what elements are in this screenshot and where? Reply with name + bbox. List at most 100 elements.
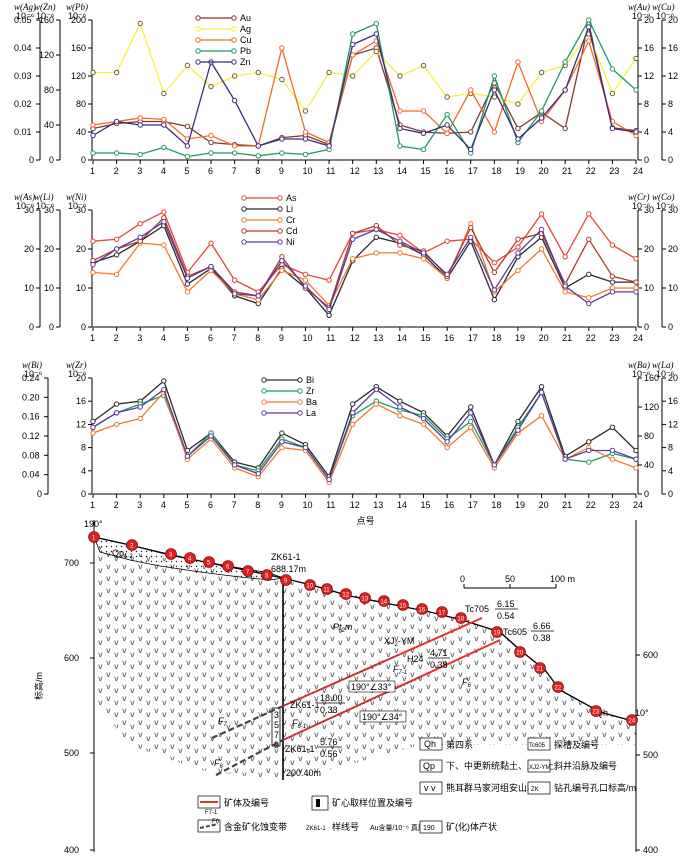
right-tick-label: 30 [668,205,678,215]
scale-50: 50 [505,574,515,584]
left-tick-label: 4 [81,466,86,476]
legend-marker [241,206,247,212]
data-point-La [373,386,380,393]
x-tick-label: 21 [562,166,572,176]
data-point-Pb [231,150,238,156]
data-point-Ag [444,94,450,100]
legend-marker [195,59,201,65]
sample-number: 10 [306,584,313,590]
elev-tick-400: 400 [64,845,79,855]
legend-sym-sampleline: ZK61-1 [306,826,326,832]
tc705-grade: 6.15 [497,599,515,609]
series-line-Pb [93,18,637,158]
x-tick-label: 11 [326,500,335,510]
data-point-Bi [349,401,356,407]
data-point-La [609,447,616,454]
data-point-Ag [326,69,332,76]
series-line-Cd [92,216,637,309]
legend-marker [195,15,201,21]
x-tick-label: 16 [444,166,454,176]
sample-number: 1 [92,536,96,542]
data-point-Cu [586,38,592,44]
sample-point-6: 6 [222,560,234,572]
x-tick-label: 16 [444,333,454,343]
data-point-Cd [633,279,639,285]
x-tick-label: 12 [350,166,360,176]
legend-sym-core [316,799,320,807]
x-tick-label: 22 [586,166,596,176]
x-tick-label: 15 [421,333,431,343]
legend-marker [231,37,237,43]
data-point-Cu [515,59,521,65]
legend-label-Zr: Zr [306,386,315,396]
x-tick-label: 20 [539,500,549,510]
legend-marker [261,388,267,394]
right-tick-label: 0 [644,489,649,499]
data-point-Cr [161,242,167,248]
right-tick-label: 8 [668,443,673,453]
series-line-Ni [92,220,636,311]
series-line-La [92,388,637,481]
data-point-Ag [184,62,191,69]
legend-sym-orebody: F7-1 [205,810,218,816]
data-point-La [633,456,639,462]
data-point-La [420,415,427,422]
data-point-Ni [609,289,616,295]
elev-right-600: 600 [643,650,658,660]
left-tick-label: 80 [44,85,54,95]
x-tick-label: 1 [90,333,95,343]
data-point-Pb [279,150,285,156]
left-tick-label: 30 [76,205,86,215]
x-tick-label: 21 [562,500,572,510]
right-tick-label: 0 [644,322,649,332]
left-tick-label: 0 [49,155,54,165]
right-tick-label: 20 [668,373,678,383]
sample-number: 15 [399,604,406,610]
drill-elevation: 688.17m [271,564,306,574]
data-point-Li [586,271,592,278]
x-tick-label: 6 [208,500,213,510]
legend-marker [231,15,237,21]
right-tick-label: 160 [644,373,659,383]
data-point-Bi [279,430,285,436]
data-point-La [113,410,120,416]
x-tick-label: 10 [302,500,312,510]
tc605-thickness: 0.38 [533,633,551,643]
x-tick-label: 17 [468,333,478,343]
data-point-As [302,271,309,278]
x-tick-label: 18 [491,500,501,510]
sample-marker [88,531,100,543]
legend-marker [231,59,237,65]
core-no-9: 9 [274,740,279,750]
x-tick-label: 8 [255,166,260,176]
left-tick-label: 0.08 [22,450,40,460]
data-point-Ni [633,289,639,295]
x-tick-label: 23 [609,166,619,176]
data-point-As [231,277,238,283]
legend-marker [261,399,267,405]
left-axis-unit: 10⁻⁶ [36,11,55,21]
data-point-Pb [420,146,427,153]
data-point-Pb [538,108,545,114]
data-point-As [113,236,120,242]
legend-marker [277,239,283,245]
elev-tick-500: 500 [64,748,79,758]
data-point-Ag [349,73,356,79]
legend-label-Li: Li [286,204,293,214]
data-point-Cr [349,256,356,262]
data-point-Pb [349,31,356,37]
left-tick-label: 0.04 [22,470,40,480]
sample-number: 6 [226,565,230,571]
legend-label-Cd: Cd [286,226,298,236]
data-point-La [538,389,545,396]
right-tick-label: 120 [644,402,659,412]
right-tick-label: 30 [644,205,654,215]
sample-number: 17 [438,611,445,617]
sample-marker [280,574,292,586]
data-point-Zn [562,87,568,93]
data-point-Cd [586,236,592,242]
ground-surface [93,536,637,723]
data-point-Zn [255,143,261,149]
legend-sample-line: 样线号 [332,821,359,832]
data-point-As [633,256,639,262]
